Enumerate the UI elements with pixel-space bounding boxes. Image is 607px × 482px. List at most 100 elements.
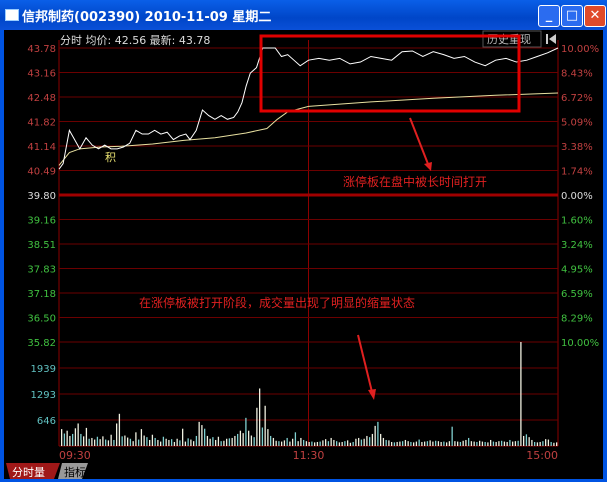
volume-bar xyxy=(468,437,470,446)
volume-bar xyxy=(336,441,338,446)
volume-bar xyxy=(143,435,145,446)
pct-tick-label: 6.59% xyxy=(561,289,593,300)
volume-bar xyxy=(457,441,459,446)
volume-bar xyxy=(157,439,159,446)
svg-text:分时量: 分时量 xyxy=(12,466,45,479)
volume-bar xyxy=(168,439,170,446)
price-tick-label: 39.16 xyxy=(27,216,56,227)
volume-bar xyxy=(415,441,418,446)
volume-bar xyxy=(484,441,486,446)
volume-bar xyxy=(421,441,423,446)
volume-bar xyxy=(374,425,376,446)
volume-bar xyxy=(413,442,415,446)
pct-tick-label: 3.38% xyxy=(561,142,593,153)
volume-bar xyxy=(160,441,162,446)
volume-bar xyxy=(459,441,462,446)
pct-tick-label: 1.60% xyxy=(561,216,593,227)
volume-bar xyxy=(217,436,220,446)
minimize-button[interactable]: _ xyxy=(538,5,560,27)
volume-bar xyxy=(171,439,173,446)
volume-bar xyxy=(165,438,167,446)
tab-indicator[interactable]: 指标 xyxy=(58,463,88,479)
volume-bar xyxy=(377,421,379,446)
pct-tick-label: 3.24% xyxy=(561,240,593,251)
volume-bar xyxy=(182,428,184,446)
time-tick-label: 09:30 xyxy=(59,449,91,462)
volume-bar xyxy=(201,425,203,446)
pct-tick-label: 8.43% xyxy=(561,69,593,80)
pct-tick-label: 8.29% xyxy=(561,314,593,325)
volume-bar xyxy=(358,437,360,446)
volume-bar xyxy=(517,440,519,446)
volume-bar xyxy=(231,437,233,446)
volume-bar xyxy=(492,441,495,446)
volume-tick-label: 646 xyxy=(37,416,56,427)
volume-bar xyxy=(281,441,283,446)
volume-bar xyxy=(470,441,473,446)
price-tick-label: 39.80 xyxy=(27,191,56,202)
volume-bar xyxy=(149,439,151,446)
volume-bar xyxy=(297,441,299,446)
volume-bar xyxy=(74,428,77,446)
volume-bar xyxy=(179,440,181,446)
volume-bar xyxy=(360,439,363,446)
volume-bar xyxy=(204,428,206,446)
volume-bar xyxy=(85,427,88,446)
volume-bar xyxy=(371,433,374,446)
volume-bar xyxy=(272,437,275,446)
close-button[interactable]: ✕ xyxy=(584,5,606,27)
volume-tick-label: 1293 xyxy=(31,390,56,401)
volume-bar xyxy=(209,438,211,446)
volume-bar xyxy=(476,441,478,446)
pct-tick-label: 10.00% xyxy=(561,44,599,55)
intraday-chart[interactable]: 分时 均价: 42.56 最新: 43.78 历史重现 43.78 10.00% 4… xyxy=(4,30,603,479)
volume-bar xyxy=(135,432,137,446)
volume-bar xyxy=(154,437,156,446)
volume-bar xyxy=(176,438,178,446)
volume-bar xyxy=(503,441,506,446)
volume-bar xyxy=(151,434,154,446)
volume-bar xyxy=(220,441,222,446)
window-title: 信邦制药(002390) 2010-11-09 星期二 xyxy=(22,10,272,25)
volume-bar xyxy=(539,441,541,446)
volume-bar xyxy=(325,439,327,446)
volume-bar xyxy=(107,440,110,446)
volume-bar xyxy=(275,440,277,446)
history-replay-label: 历史重现 xyxy=(487,32,531,46)
volume-bar xyxy=(341,441,343,446)
volume-bar xyxy=(110,434,112,446)
volume-bar xyxy=(487,442,489,446)
volume-bar xyxy=(127,437,129,446)
volume-bar xyxy=(525,434,528,446)
maximize-button[interactable]: □ xyxy=(561,5,583,27)
svg-text:指标: 指标 xyxy=(64,465,86,479)
time-tick-label: 11:30 xyxy=(293,449,325,462)
volume-bar xyxy=(363,438,365,446)
volume-bar xyxy=(228,438,231,446)
volume-bar xyxy=(190,439,192,446)
volume-bar xyxy=(303,439,305,446)
volume-bar xyxy=(366,435,368,446)
volume-bar xyxy=(396,441,398,446)
volume-bar xyxy=(327,441,330,446)
volume-bar xyxy=(289,441,291,446)
volume-bar xyxy=(520,342,522,446)
volume-bar xyxy=(432,441,434,446)
marker-label: 积 xyxy=(105,151,116,164)
volume-bar xyxy=(388,440,390,446)
price-line xyxy=(58,47,559,170)
volume-bar xyxy=(113,439,115,446)
volume-bar xyxy=(212,437,214,446)
arrow-left-bar-icon[interactable] xyxy=(546,34,556,44)
volume-bar xyxy=(402,441,404,446)
volume-bar xyxy=(479,440,481,446)
volume-bar xyxy=(495,441,497,446)
tab-minute-volume[interactable]: 分时量 xyxy=(6,463,60,479)
price-tick-label: 38.51 xyxy=(27,240,56,251)
volume-bar xyxy=(138,439,140,446)
price-tick-label: 43.78 xyxy=(27,44,56,55)
volume-tick-label: 1939 xyxy=(31,364,56,375)
volume-bar xyxy=(308,441,310,446)
volume-bar xyxy=(292,438,294,446)
volume-bar xyxy=(96,436,99,446)
